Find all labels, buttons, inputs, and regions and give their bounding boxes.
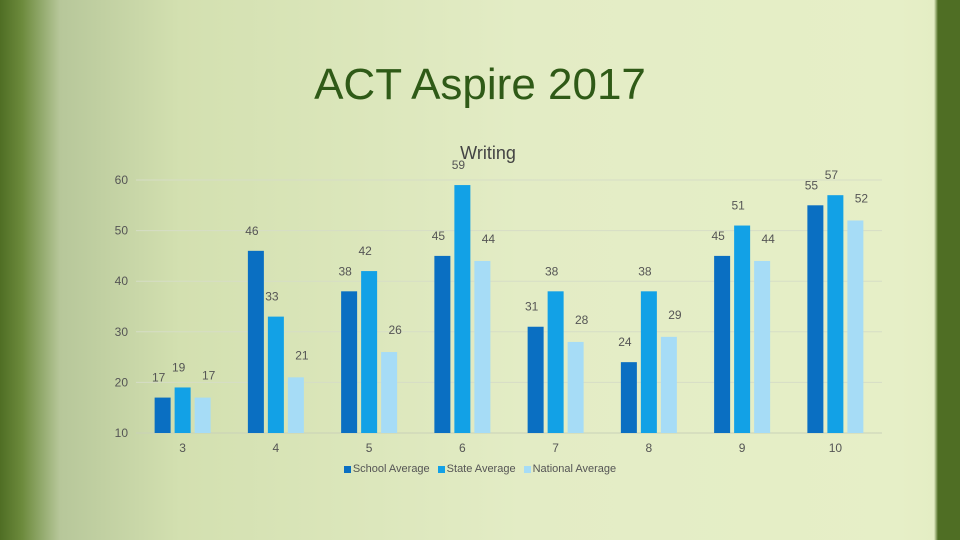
x-tick-label: 6 xyxy=(459,441,466,455)
bar-state xyxy=(361,271,378,433)
bar-national xyxy=(474,260,491,433)
data-label-school: 45 xyxy=(432,229,446,243)
data-label-school: 45 xyxy=(711,229,725,243)
bar-state xyxy=(174,387,191,433)
data-label-national: 21 xyxy=(295,348,309,362)
bar-national xyxy=(381,352,398,433)
legend-swatch-national xyxy=(523,465,531,473)
bar-national xyxy=(847,220,864,433)
legend-swatch-school xyxy=(343,465,351,473)
bar-national xyxy=(287,377,304,433)
data-label-national: 44 xyxy=(761,232,775,246)
y-tick-label: 40 xyxy=(115,274,129,288)
data-label-school: 46 xyxy=(245,224,259,238)
bar-state xyxy=(640,291,657,433)
data-label-state: 38 xyxy=(638,264,652,278)
bar-state xyxy=(547,291,564,433)
x-tick-label: 8 xyxy=(646,441,653,455)
bar-national xyxy=(567,341,584,433)
y-tick-label: 60 xyxy=(115,173,129,187)
chart-legend: School Average State Average National Av… xyxy=(0,463,960,475)
bar-school xyxy=(154,397,171,433)
bar-school xyxy=(714,255,731,433)
bar-state xyxy=(734,225,751,433)
data-label-school: 55 xyxy=(805,178,819,192)
bar-national xyxy=(194,397,211,433)
slide-title: ACT Aspire 2017 xyxy=(314,60,646,109)
y-tick-label: 10 xyxy=(115,426,129,440)
x-tick-label: 10 xyxy=(829,441,843,455)
data-label-state: 51 xyxy=(731,199,745,213)
data-label-school: 38 xyxy=(338,264,352,278)
bar-national xyxy=(754,260,771,433)
data-label-national: 44 xyxy=(482,232,496,246)
x-tick-label: 5 xyxy=(366,441,373,455)
data-label-school: 17 xyxy=(152,371,166,385)
chart-title: Writing xyxy=(460,143,516,163)
legend-label-state: State Average xyxy=(446,463,516,475)
bar-school xyxy=(247,250,264,433)
bar-school xyxy=(527,326,544,433)
bar-school xyxy=(434,255,451,433)
x-tick-label: 3 xyxy=(179,441,186,455)
legend-item-national: National Average xyxy=(523,463,617,475)
legend-item-school: School Average xyxy=(343,463,430,475)
y-tick-label: 50 xyxy=(115,224,129,238)
bar-state xyxy=(267,316,284,433)
data-label-national: 28 xyxy=(575,313,589,327)
data-label-state: 42 xyxy=(358,244,372,258)
legend-label-school: School Average xyxy=(352,463,430,475)
legend-label-national: National Average xyxy=(532,463,617,475)
data-label-state: 19 xyxy=(172,360,186,374)
legend-swatch-state xyxy=(437,465,445,473)
data-label-state: 38 xyxy=(545,264,559,278)
bar-state xyxy=(827,195,844,433)
data-label-state: 33 xyxy=(265,290,279,304)
bar-school xyxy=(341,291,358,433)
data-label-state: 59 xyxy=(452,158,466,172)
data-label-state: 57 xyxy=(825,168,839,182)
y-tick-label: 30 xyxy=(115,325,129,339)
bar-national xyxy=(660,336,677,433)
data-label-national: 29 xyxy=(668,308,682,322)
bar-school xyxy=(807,205,824,433)
data-label-national: 26 xyxy=(388,323,402,337)
data-label-school: 31 xyxy=(525,300,539,314)
legend-item-state: State Average xyxy=(437,463,516,475)
y-tick-label: 20 xyxy=(115,375,129,389)
data-label-school: 24 xyxy=(618,335,632,349)
x-tick-label: 7 xyxy=(552,441,559,455)
data-label-national: 52 xyxy=(855,191,869,205)
bar-school xyxy=(620,362,637,433)
x-tick-label: 4 xyxy=(273,441,280,455)
bar-state xyxy=(454,185,471,433)
x-tick-label: 9 xyxy=(739,441,746,455)
data-label-national: 17 xyxy=(202,369,216,383)
